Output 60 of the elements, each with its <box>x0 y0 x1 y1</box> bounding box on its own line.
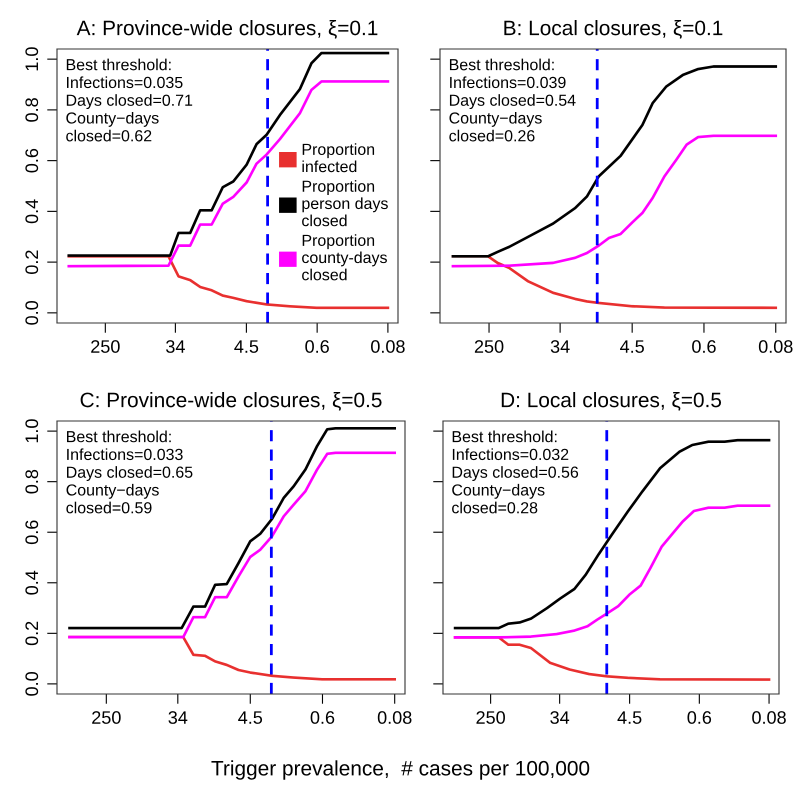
annotation: Best threshold: <box>66 58 171 70</box>
x-tick-label: 0.6 <box>687 711 712 724</box>
x-tick-label: 34 <box>550 711 570 724</box>
y-tick-label: 0.4 <box>25 199 38 224</box>
annotation: Days closed=0.65 <box>67 466 192 482</box>
y-tick-label: 0.0 <box>25 672 38 696</box>
chart-title: D: Local closures, ξ=0.5 <box>502 392 722 411</box>
x-tick-label: 250 <box>474 340 504 353</box>
annotation: closed=0.28 <box>452 502 538 514</box>
annotation: Days closed=0.56 <box>452 466 578 482</box>
legend-label: Proportion person days closed <box>302 180 388 226</box>
annotation: Infections=0.039 <box>450 76 566 88</box>
y-tick-label: 0.2 <box>25 622 38 646</box>
x-tick-label: 34 <box>168 711 188 724</box>
x-tick-label: 250 <box>92 711 121 724</box>
annotation: Best threshold: <box>67 430 171 442</box>
chart-title: B: Local closures, ξ=0.1 <box>504 20 722 39</box>
y-tick-label: 0.6 <box>25 148 38 172</box>
x-axis-title: Trigger prevalence, # cases per 100,000 <box>211 760 590 780</box>
x-tick-label: 0.6 <box>305 340 329 353</box>
annotation: Infections=0.035 <box>67 76 183 88</box>
annotation: closed=0.62 <box>66 130 152 142</box>
x-tick-label: 4.5 <box>617 711 642 724</box>
x-tick-label: 0.6 <box>310 711 334 724</box>
annotation: County−days <box>449 112 542 127</box>
x-tick-label: 0.08 <box>378 711 412 724</box>
y-tick-label: 1.0 <box>25 47 38 70</box>
x-tick-label: 4.5 <box>234 340 258 353</box>
annotation: Best threshold: <box>450 58 554 70</box>
x-tick-label: 0.08 <box>752 711 786 724</box>
chart-title: A: Province-wide closures, ξ=0.1 <box>76 20 378 39</box>
y-tick-label: 1.0 <box>25 419 38 442</box>
annotation: Infections=0.033 <box>67 448 183 460</box>
annotation: Infections=0.032 <box>452 448 568 460</box>
y-tick-label: 0.8 <box>25 98 38 122</box>
x-tick-label: 34 <box>166 340 185 353</box>
chart-title: C: Province-wide closures, ξ=0.5 <box>80 392 382 411</box>
x-tick-label: 0.08 <box>371 340 405 353</box>
x-tick-label: 4.5 <box>620 340 644 353</box>
legend-label: Proportion county-days closed <box>302 234 387 280</box>
annotation: Best threshold: <box>452 430 556 442</box>
annotation: closed=0.26 <box>449 130 535 142</box>
annotation: County−days <box>452 484 544 499</box>
y-tick-label: 0.8 <box>25 470 38 494</box>
y-tick-label: 0.0 <box>25 301 38 325</box>
x-tick-label: 250 <box>91 340 120 353</box>
annotation: Days closed=0.54 <box>450 94 576 110</box>
x-tick-label: 34 <box>550 340 570 353</box>
y-tick-label: 0.2 <box>25 250 38 274</box>
x-tick-label: 250 <box>476 711 505 724</box>
annotation: County−days <box>66 112 159 127</box>
annotation: County−days <box>66 484 159 499</box>
legend-label: Proportion infected <box>302 143 374 172</box>
x-tick-label: 4.5 <box>238 711 262 724</box>
annotation: Days closed=0.71 <box>66 94 192 110</box>
x-tick-label: 0.6 <box>692 340 716 353</box>
annotation: closed=0.59 <box>66 502 152 514</box>
x-tick-label: 0.08 <box>758 340 793 353</box>
y-tick-label: 0.4 <box>25 570 38 595</box>
y-tick-label: 0.6 <box>25 520 38 544</box>
